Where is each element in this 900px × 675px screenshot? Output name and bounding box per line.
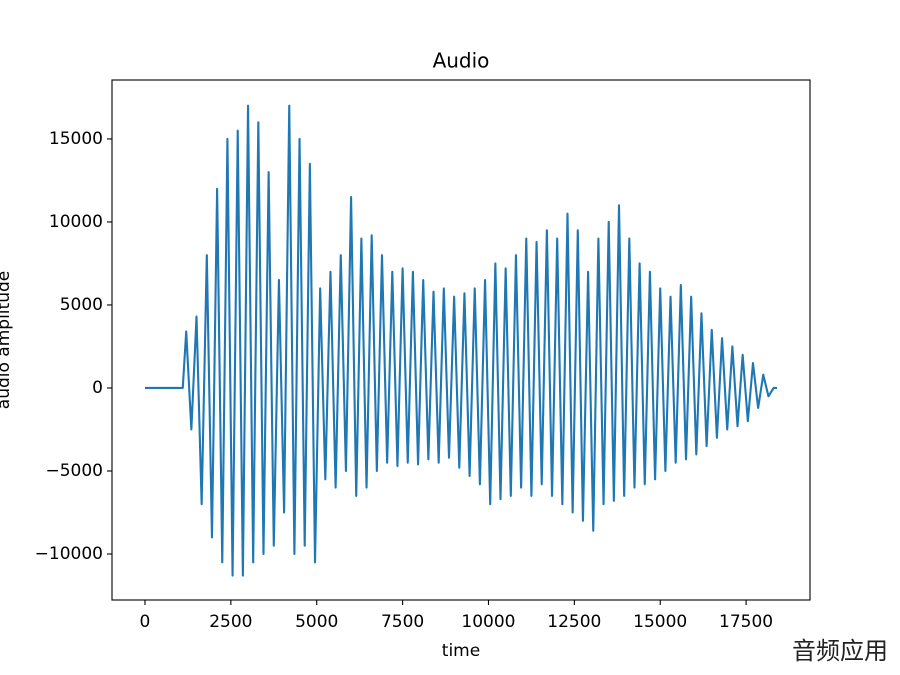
y-tick-label: 5000	[60, 295, 103, 315]
x-axis-label: time	[442, 641, 480, 661]
x-tick-label: 5000	[295, 612, 338, 632]
plot-frame	[111, 79, 811, 601]
y-tick-label: −10000	[35, 544, 103, 564]
y-tick-label: 10000	[49, 212, 103, 232]
y-axis-label: audio amplitude	[0, 271, 14, 409]
x-tick-label: 2500	[209, 612, 252, 632]
y-tick-label: −5000	[45, 461, 103, 481]
x-tick-label: 7500	[381, 612, 424, 632]
x-tick-label: 15000	[633, 612, 687, 632]
waveform-line	[144, 104, 778, 577]
chart-title: Audio	[433, 49, 490, 73]
y-tick-label: 0	[92, 378, 103, 398]
y-tick-label: 15000	[49, 129, 103, 149]
watermark: 音频应用	[792, 637, 888, 665]
x-tick-label: 12500	[547, 612, 601, 632]
x-tick-label: 0	[140, 612, 151, 632]
x-tick-label: 10000	[461, 612, 515, 632]
x-tick-label: 17500	[719, 612, 773, 632]
